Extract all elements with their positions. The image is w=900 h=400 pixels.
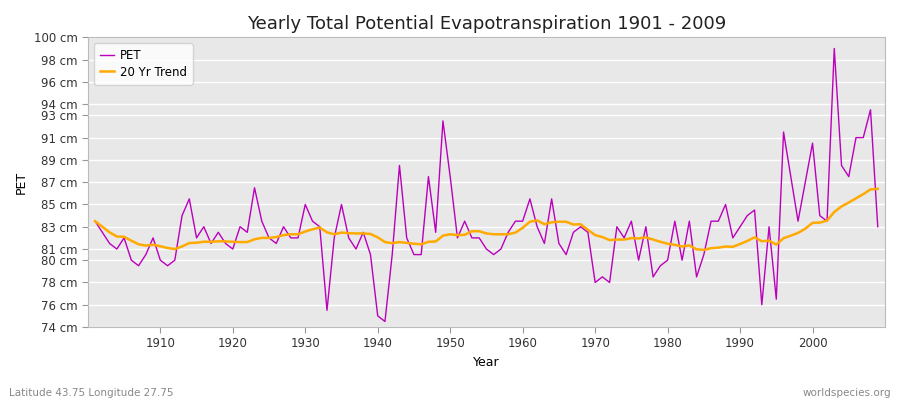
PET xyxy=(148,236,158,240)
20 Yr Trend xyxy=(698,248,709,252)
Title: Yearly Total Potential Evapotranspiration 1901 - 2009: Yearly Total Potential Evapotranspiratio… xyxy=(247,15,726,33)
20 Yr Trend xyxy=(148,242,158,247)
20 Yr Trend xyxy=(510,230,521,235)
PET xyxy=(525,196,535,201)
PET xyxy=(611,224,622,229)
Line: PET: PET xyxy=(95,48,878,322)
PET xyxy=(90,219,101,224)
Y-axis label: PET: PET xyxy=(15,171,28,194)
Legend: PET, 20 Yr Trend: PET, 20 Yr Trend xyxy=(94,43,193,84)
PET xyxy=(307,219,318,224)
PET xyxy=(518,219,528,224)
20 Yr Trend xyxy=(872,186,883,191)
20 Yr Trend xyxy=(604,238,615,242)
PET xyxy=(829,46,840,51)
20 Yr Trend xyxy=(307,227,318,232)
Text: worldspecies.org: worldspecies.org xyxy=(803,388,891,398)
PET xyxy=(872,224,883,229)
PET xyxy=(380,319,391,324)
20 Yr Trend xyxy=(90,219,101,224)
Line: 20 Yr Trend: 20 Yr Trend xyxy=(95,189,878,250)
Text: Latitude 43.75 Longitude 27.75: Latitude 43.75 Longitude 27.75 xyxy=(9,388,174,398)
X-axis label: Year: Year xyxy=(473,356,500,369)
20 Yr Trend xyxy=(518,226,528,230)
20 Yr Trend xyxy=(351,231,362,236)
PET xyxy=(351,247,362,252)
